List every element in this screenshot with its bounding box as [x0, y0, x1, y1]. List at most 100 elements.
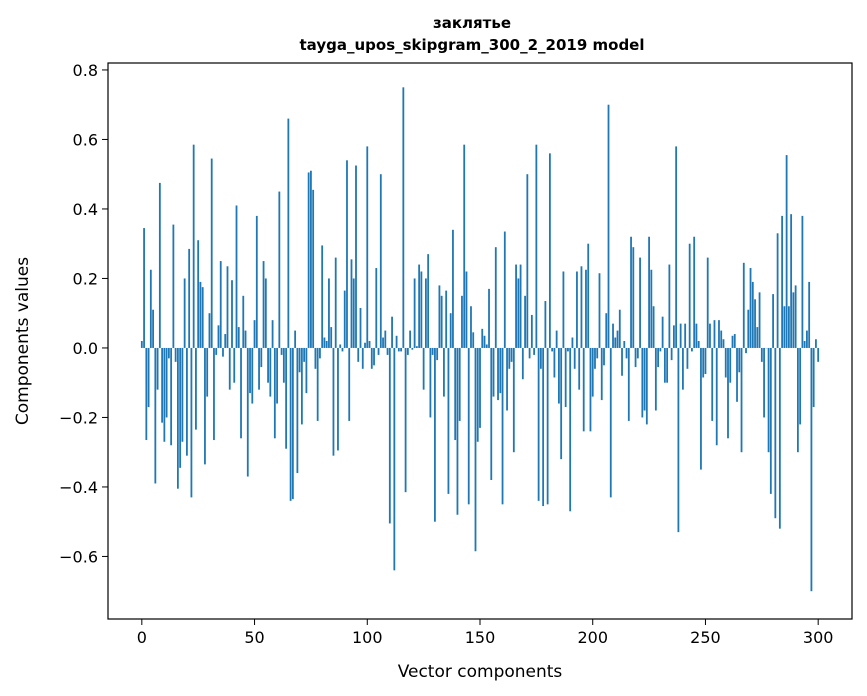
- bar: [445, 290, 448, 348]
- bar: [443, 347, 445, 397]
- bar: [291, 347, 294, 500]
- bar: [370, 347, 373, 369]
- bar: [736, 347, 738, 402]
- bar: [569, 347, 572, 512]
- bar: [346, 160, 348, 348]
- bar: [650, 269, 653, 348]
- bar: [167, 347, 170, 359]
- bar: [679, 323, 682, 348]
- bar: [161, 347, 164, 423]
- bar: [808, 281, 811, 348]
- bar: [195, 347, 197, 430]
- bar: [648, 236, 650, 348]
- bar: [438, 285, 441, 348]
- bar: [388, 347, 391, 524]
- bar: [152, 309, 154, 348]
- bar: [366, 146, 369, 348]
- bar: [379, 174, 382, 348]
- bar: [422, 347, 425, 390]
- bar: [614, 337, 617, 348]
- bar: [792, 292, 795, 348]
- bar: [352, 278, 355, 348]
- bar: [400, 347, 402, 352]
- bar: [571, 337, 574, 348]
- bar: [249, 347, 251, 394]
- bar: [440, 295, 443, 348]
- bar: [431, 347, 434, 355]
- bar: [745, 347, 747, 354]
- bar: [206, 347, 209, 397]
- bar: [312, 189, 315, 348]
- bar: [235, 205, 238, 348]
- bar: [307, 172, 310, 348]
- bar: [377, 347, 380, 355]
- bar: [564, 347, 567, 408]
- bar: [330, 327, 333, 348]
- bar: [654, 347, 657, 411]
- bar: [147, 347, 150, 408]
- bar: [621, 347, 623, 376]
- bar: [519, 264, 522, 348]
- bar: [817, 347, 820, 362]
- bar: [355, 165, 357, 348]
- bar: [609, 347, 612, 498]
- y-tick-label: 0.6: [73, 130, 98, 149]
- bar: [382, 337, 384, 348]
- bar: [652, 306, 655, 348]
- bar: [645, 347, 648, 425]
- bar: [298, 347, 301, 373]
- bar: [641, 347, 644, 418]
- bar: [415, 346, 418, 348]
- bar: [668, 264, 671, 348]
- bar: [271, 320, 274, 348]
- bar: [706, 257, 709, 348]
- bar: [517, 278, 520, 348]
- bar: [515, 264, 517, 348]
- bar: [616, 330, 619, 348]
- bar: [373, 347, 375, 366]
- bar: [524, 295, 526, 348]
- bar: [754, 299, 756, 348]
- bar: [186, 347, 188, 456]
- bar: [190, 347, 193, 498]
- bar: [806, 330, 808, 348]
- bar: [503, 231, 506, 348]
- x-tick-label: 150: [465, 628, 496, 647]
- bar: [174, 347, 177, 362]
- bar: [776, 233, 779, 348]
- y-tick-label: 0.0: [73, 339, 98, 358]
- bar: [334, 257, 337, 348]
- bar: [449, 313, 452, 348]
- bar: [181, 347, 184, 442]
- bar: [163, 347, 166, 442]
- bar: [767, 347, 770, 453]
- y-axis-ticks: −0.6 −0.4 −0.2 0.0 0.2 0.4 0.6 0.8: [59, 61, 108, 566]
- bar: [276, 347, 278, 404]
- bar: [224, 334, 227, 348]
- bar: [562, 271, 565, 348]
- bar: [434, 347, 436, 522]
- bar: [253, 320, 256, 348]
- bar: [476, 347, 479, 442]
- bar: [758, 292, 761, 348]
- bar: [510, 347, 513, 362]
- bar: [598, 273, 601, 348]
- bars-group: [140, 87, 820, 592]
- bar: [625, 347, 628, 359]
- bar: [260, 347, 263, 368]
- bar: [731, 335, 734, 348]
- bar: [145, 347, 148, 441]
- bar: [244, 330, 247, 348]
- bar: [634, 347, 637, 368]
- bar: [539, 347, 542, 369]
- bar: [461, 295, 463, 348]
- bar: [328, 278, 330, 348]
- bar: [632, 247, 635, 348]
- bar: [158, 182, 161, 348]
- bar: [341, 347, 344, 352]
- bar: [627, 347, 630, 421]
- bar: [386, 347, 389, 355]
- bar: [391, 316, 393, 348]
- bar: [787, 306, 790, 348]
